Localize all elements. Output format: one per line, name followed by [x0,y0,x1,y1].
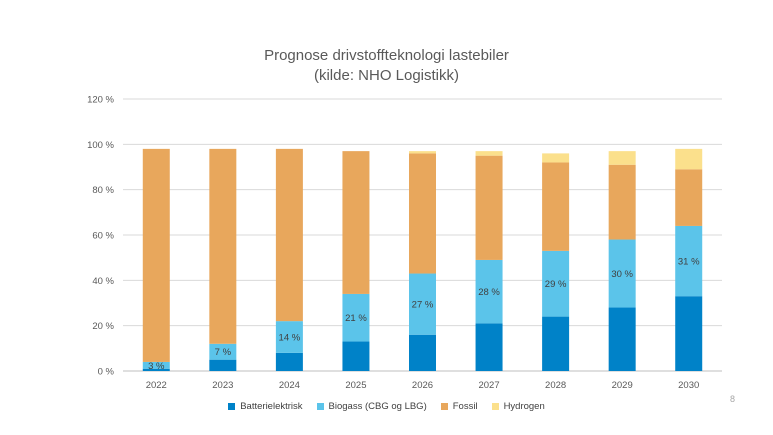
bar-segment-fossil [675,169,703,226]
bar-segment-batterielektrisk [675,296,703,371]
bar-segment-hydrogen [542,153,570,163]
chart-title: Prognose drivstoffteknologi lastebiler [264,47,509,64]
data-label: 7 % [215,347,232,358]
bar-segment-batterielektrisk [209,359,237,371]
page-number: 8 [729,394,735,404]
y-tick-label: 60 % [92,231,114,242]
x-tick-label: 2023 [212,380,233,391]
legend-swatch [228,403,236,410]
legend-item: Batterielektrisk [228,401,303,412]
x-tick-label: 2025 [345,380,366,391]
bar-segment-biogass-cbg-og-lbg [542,250,570,317]
bar-segment-hydrogen [409,151,436,154]
x-tick-label: 2028 [545,380,566,391]
data-label: 3 % [148,361,165,372]
bar-segment-fossil [275,148,303,322]
x-tick-label: 2029 [612,380,633,391]
bar-segment-fossil [475,155,503,260]
y-tick-label: 20 % [92,321,114,332]
legend-label: Batterielektrisk [240,401,303,412]
chart-subtitle: (kilde: NHO Logistikk) [313,67,460,84]
bar-segment-batterielektrisk [275,352,303,371]
bar-segment-biogass-cbg-og-lbg [275,321,303,353]
y-tick-label: 100 % [87,140,114,151]
legend-swatch [491,403,499,410]
legend-swatch [316,403,324,410]
data-label: 14 % [279,333,301,344]
bar-segment-hydrogen [475,151,503,156]
legend-item: Biogass (CBG og LBG) [316,401,427,412]
bar-segment-biogass-cbg-og-lbg [209,343,237,360]
stacked-bar-chart: 0 % 20 % 40 % 60 % 80 % 100 % 120 % 3 % 2022 7 % 2… [87,95,722,391]
x-tick-label: 2022 [146,380,167,391]
bar-segment-batterielektrisk [542,316,570,371]
legend-label: Hydrogen [503,401,545,412]
bar-segment-hydrogen [608,151,636,165]
x-tick-label: 2026 [412,380,433,391]
y-tick-label: 40 % [92,276,114,287]
data-label: 27 % [412,300,434,311]
data-label: 29 % [545,279,567,290]
legend-label: Fossil [452,401,478,412]
bar-segment-biogass-cbg-og-lbg [675,225,703,297]
bar-segment-fossil [342,151,370,294]
bar-segment-fossil [209,148,237,344]
x-tick-label: 2024 [279,380,300,391]
legend-label: Biogass (CBG og LBG) [328,401,427,412]
chart-legend: Batterielektrisk Biogass (CBG og LBG) Foss… [0,401,773,412]
bar-segment-batterielektrisk [608,307,636,371]
bar-segment-batterielektrisk [409,334,436,371]
y-tick-label: 80 % [92,185,114,196]
bar-segment-biogass-cbg-og-lbg [342,293,370,342]
bar-segment-fossil [542,162,570,251]
data-label: 21 % [345,313,367,324]
bar-segment-batterielektrisk [142,368,170,371]
bar-segment-biogass-cbg-og-lbg [475,259,503,324]
bar-segment-fossil [608,164,636,240]
legend-item: Fossil [440,401,478,412]
bar-segment-hydrogen [675,148,703,170]
bar-segment-biogass-cbg-og-lbg [142,361,170,369]
bar-segment-fossil [142,148,170,362]
y-tick-label: 120 % [87,95,114,106]
bar-segment-fossil [409,153,436,274]
legend-swatch [440,403,448,410]
bar-segment-batterielektrisk [475,323,503,371]
data-label: 31 % [678,257,700,268]
bar-segment-batterielektrisk [342,341,370,371]
y-tick-label: 0 % [98,367,115,378]
bar-segment-biogass-cbg-og-lbg [409,273,436,335]
data-label: 30 % [611,269,633,280]
data-label: 28 % [478,287,500,298]
legend-item: Hydrogen [491,401,545,412]
x-tick-label: 2030 [678,380,699,391]
bar-segment-biogass-cbg-og-lbg [608,239,636,308]
x-tick-label: 2027 [478,380,499,391]
